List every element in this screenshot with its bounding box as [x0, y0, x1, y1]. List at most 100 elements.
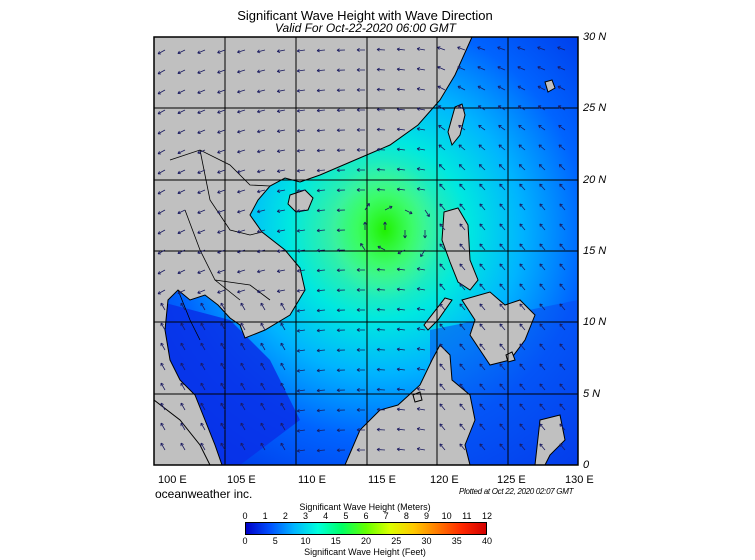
direction-arrow	[539, 223, 546, 231]
direction-arrow	[416, 67, 426, 71]
direction-arrow	[336, 68, 346, 73]
lon-label-115e: 115 E	[368, 474, 396, 486]
direction-arrow	[439, 223, 446, 231]
chart-title: Significant Wave Height with Wave Direct…	[237, 8, 493, 23]
direction-arrow	[557, 65, 566, 71]
direction-arrow	[217, 249, 226, 254]
meters-tick-6: 6	[363, 511, 369, 521]
direction-arrow	[459, 283, 466, 291]
direction-arrow	[220, 322, 226, 331]
direction-arrow	[197, 209, 206, 214]
direction-arrow	[197, 169, 206, 174]
direction-arrow	[336, 208, 346, 213]
direction-arrow	[356, 328, 366, 332]
direction-arrow	[316, 68, 326, 73]
direction-arrow	[539, 263, 546, 271]
direction-arrow	[459, 263, 466, 271]
direction-arrow	[177, 249, 186, 255]
direction-arrow	[437, 85, 446, 91]
direction-arrow	[356, 288, 366, 292]
direction-arrow	[177, 89, 186, 95]
direction-arrow	[458, 164, 466, 171]
direction-arrow	[439, 203, 446, 211]
direction-arrow	[200, 402, 206, 411]
direction-arrow	[296, 428, 306, 433]
direction-arrow	[439, 343, 446, 351]
direction-arrow	[519, 223, 526, 231]
direction-arrow	[416, 287, 426, 291]
direction-arrow	[360, 242, 366, 251]
direction-arrow	[559, 263, 566, 271]
direction-arrow	[276, 129, 286, 133]
direction-arrow	[276, 189, 286, 193]
direction-arrow	[439, 423, 446, 431]
direction-arrow	[316, 348, 326, 353]
direction-arrow	[459, 203, 466, 211]
direction-arrow	[416, 347, 426, 351]
direction-arrow	[499, 223, 506, 231]
direction-arrow	[376, 47, 386, 52]
direction-arrow	[256, 249, 266, 254]
direction-arrow	[296, 148, 306, 153]
direction-arrow	[438, 144, 446, 151]
direction-arrow	[416, 187, 426, 191]
direction-arrow	[396, 327, 406, 332]
direction-arrow	[296, 448, 306, 453]
direction-arrow	[539, 423, 546, 431]
direction-arrow	[439, 183, 446, 191]
direction-arrow	[479, 263, 486, 271]
chart-subtitle: Valid For Oct-22-2020 06:00 GMT	[275, 21, 456, 35]
direction-arrow	[336, 48, 346, 53]
direction-arrow	[396, 187, 406, 192]
direction-arrow	[439, 263, 446, 271]
direction-arrow	[376, 407, 386, 412]
direction-arrow	[416, 327, 426, 331]
map-frame	[153, 36, 579, 466]
direction-arrow	[499, 323, 506, 331]
direction-arrow	[498, 124, 506, 131]
direction-arrow	[537, 65, 546, 71]
direction-arrow	[537, 105, 546, 111]
direction-arrow	[336, 288, 346, 293]
direction-arrow	[479, 363, 486, 371]
meters-tick-4: 4	[323, 511, 329, 521]
meters-tick-12: 12	[481, 511, 493, 521]
direction-arrow	[316, 228, 326, 233]
direction-arrow	[459, 443, 466, 451]
direction-arrow	[280, 322, 286, 331]
direction-arrow	[316, 288, 326, 293]
direction-arrow	[296, 388, 306, 393]
direction-arrow	[316, 428, 326, 433]
direction-arrow	[420, 249, 426, 258]
direction-arrow	[416, 307, 426, 311]
lat-lon-grid	[154, 37, 578, 465]
direction-arrow	[316, 328, 326, 333]
direction-arrow	[559, 443, 566, 451]
lat-label-10n: 10 N	[583, 316, 607, 328]
direction-arrow	[416, 167, 426, 171]
direction-arrow	[160, 402, 166, 411]
direction-arrow	[396, 167, 406, 172]
direction-arrow	[160, 422, 166, 431]
direction-arrow	[256, 229, 266, 234]
direction-arrow	[416, 367, 426, 371]
direction-arrow	[499, 383, 506, 391]
direction-arrow	[499, 403, 506, 411]
direction-arrow	[240, 342, 246, 351]
direction-arrow	[336, 108, 346, 113]
direction-arrow	[177, 129, 186, 135]
direction-arrow	[200, 422, 206, 431]
direction-arrow	[197, 149, 206, 154]
direction-arrow	[439, 383, 446, 391]
direction-arrow	[416, 127, 426, 131]
direction-arrow	[478, 164, 486, 171]
direction-arrow	[177, 169, 186, 175]
meters-tick-5: 5	[343, 511, 349, 521]
direction-arrow	[180, 422, 186, 431]
direction-arrow	[356, 108, 366, 112]
direction-arrow	[177, 69, 186, 75]
direction-arrow	[539, 383, 546, 391]
direction-arrow	[316, 308, 326, 313]
direction-arrow	[160, 322, 166, 331]
direction-arrow	[197, 289, 206, 294]
